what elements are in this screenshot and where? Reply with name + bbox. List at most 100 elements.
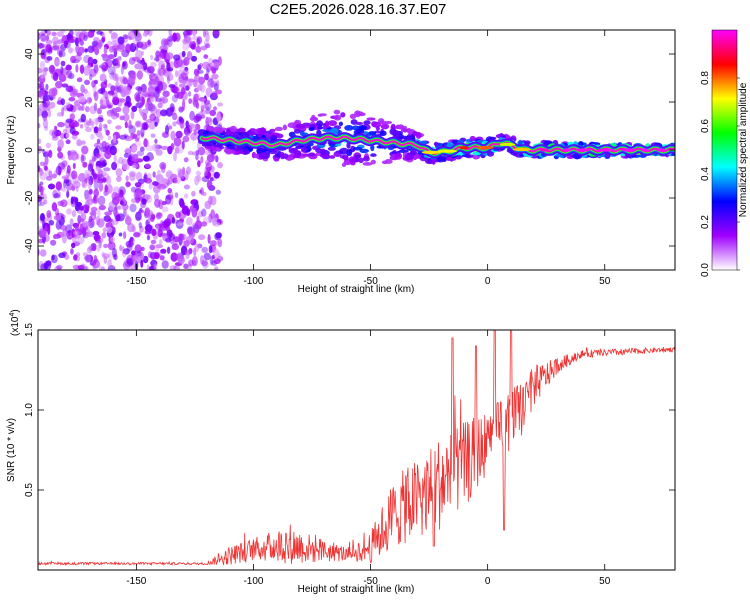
noise-speckle (41, 37, 49, 42)
noise-speckle (112, 73, 118, 82)
noise-speckle (80, 140, 86, 145)
noise-speckle (169, 265, 177, 270)
noise-speckle (108, 72, 117, 80)
ridge-peak (640, 148, 649, 152)
noise-speckle (153, 252, 160, 260)
noise-speckle (134, 95, 140, 102)
noise-speckle (207, 79, 215, 89)
noise-speckle (102, 159, 107, 167)
noise-speckle (53, 169, 59, 176)
ridge-peak (597, 148, 615, 152)
noise-speckle (166, 246, 171, 254)
signal-blob (316, 120, 323, 127)
noise-speckle (38, 43, 45, 49)
noise-speckle (184, 193, 188, 199)
noise-speckle (136, 150, 145, 157)
noise-speckle (50, 239, 57, 246)
noise-speckle (107, 135, 112, 141)
noise-speckle (68, 47, 73, 54)
noise-speckle (141, 89, 149, 99)
noise-speckle (183, 56, 190, 66)
noise-speckle (213, 61, 220, 69)
noise-speckle (213, 106, 217, 111)
noise-speckle (185, 132, 191, 137)
noise-speckle (38, 183, 42, 193)
signal-blob (293, 129, 301, 134)
signal-blob (329, 155, 336, 159)
noise-speckle (162, 90, 170, 98)
noise-speckle (157, 102, 163, 109)
noise-speckle (39, 249, 47, 257)
noise-speckle (90, 206, 98, 213)
noise-speckle (103, 215, 111, 223)
noise-speckle (209, 255, 214, 266)
noise-speckle (47, 109, 52, 118)
noise-speckle (129, 172, 136, 182)
noise-speckle (61, 83, 69, 88)
noise-speckle (136, 130, 141, 136)
noise-speckle (187, 150, 194, 156)
noise-speckle (74, 225, 79, 232)
noise-speckle (71, 130, 80, 136)
signal-blob (238, 127, 245, 134)
noise-speckle (97, 207, 101, 218)
noise-speckle (84, 90, 91, 98)
noise-speckle (74, 203, 80, 212)
noise-speckle (63, 39, 68, 49)
noise-speckle (133, 232, 141, 238)
noise-speckle (93, 65, 99, 74)
noise-speckle (165, 171, 173, 178)
noise-speckle (191, 207, 198, 218)
noise-speckle (40, 73, 45, 79)
noise-speckle (188, 91, 192, 97)
noise-speckle (44, 125, 49, 131)
snr-scale-close: ) (10, 309, 21, 312)
noise-speckle (187, 227, 194, 237)
noise-speckle (101, 36, 106, 43)
noise-speckle (54, 266, 62, 270)
ridge-peak (459, 146, 469, 150)
noise-speckle (201, 221, 208, 227)
noise-speckle (45, 35, 50, 41)
noise-speckle (56, 112, 64, 117)
noise-speckle (217, 162, 223, 169)
noise-speckle (213, 171, 220, 179)
noise-speckle (207, 234, 211, 244)
noise-speckle (172, 32, 177, 42)
noise-speckle (107, 143, 115, 150)
noise-speckle (182, 42, 190, 51)
noise-speckle (130, 110, 135, 120)
noise-speckle (110, 32, 119, 42)
noise-speckle (83, 221, 90, 227)
noise-speckle (208, 195, 213, 205)
noise-speckle (192, 30, 197, 37)
noise-speckle (178, 197, 184, 207)
noise-speckle (160, 163, 166, 174)
noise-speckle (93, 180, 99, 191)
noise-speckle (194, 154, 200, 160)
noise-speckle (135, 121, 141, 127)
noise-speckle (93, 63, 99, 73)
colorbar-tick-label: 0.8 (700, 71, 711, 85)
noise-speckle (158, 84, 162, 94)
noise-speckle (117, 42, 125, 52)
signal-blob (350, 145, 356, 152)
noise-speckle (139, 96, 145, 107)
noise-speckle (48, 170, 53, 177)
signal-blob (469, 135, 476, 142)
noise-speckle (205, 63, 212, 73)
noise-speckle (113, 253, 118, 261)
noise-speckle (203, 54, 209, 59)
noise-speckle (57, 200, 64, 206)
noise-speckle (91, 246, 97, 252)
noise-speckle (146, 234, 151, 241)
noise-speckle (203, 103, 208, 109)
noise-speckle (55, 59, 60, 65)
noise-speckle (205, 33, 210, 42)
noise-speckle (134, 137, 140, 142)
y-tick-label: 20 (24, 96, 35, 108)
signal-blob (433, 141, 439, 147)
noise-speckle (99, 134, 104, 141)
noise-speckle (213, 249, 220, 259)
noise-speckle (64, 69, 72, 74)
